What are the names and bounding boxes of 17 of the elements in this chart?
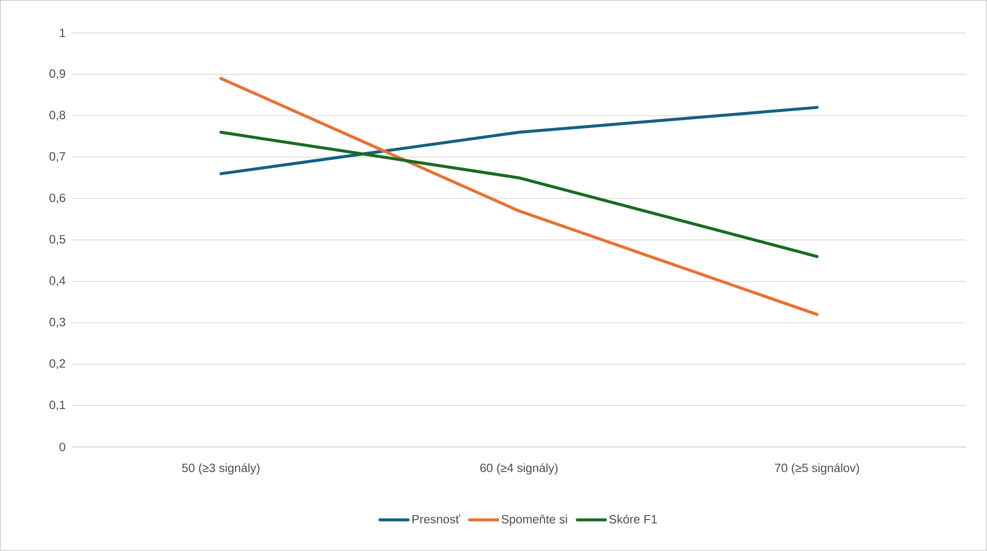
legend-label: Spomeňte si — [502, 514, 567, 526]
x-tick-label: 50 (≥3 signály) — [182, 463, 260, 475]
legend-label: Skóre F1 — [609, 514, 657, 524]
y-tick-label: 0,8 — [50, 110, 66, 121]
y-tick-label: 0,5 — [50, 235, 66, 245]
y-tick-label: 0,2 — [50, 359, 66, 370]
y-tick-label: 0,7 — [50, 152, 66, 162]
y-tick-label: 0,1 — [50, 400, 66, 411]
y-tick-label: 0,4 — [50, 276, 66, 286]
legend-label: Presnosť — [412, 514, 460, 524]
y-tick-label: 1 — [60, 28, 66, 38]
y-tick-label: 0,9 — [50, 69, 66, 80]
y-tick-label: 0 — [60, 442, 66, 452]
x-tick-label: 70 (≥5 signálov) — [775, 463, 859, 475]
y-tick-label: 0,6 — [50, 194, 66, 204]
x-tick-label: 60 (≥4 signály) — [480, 463, 558, 475]
y-tick-label: 0,3 — [50, 318, 66, 328]
